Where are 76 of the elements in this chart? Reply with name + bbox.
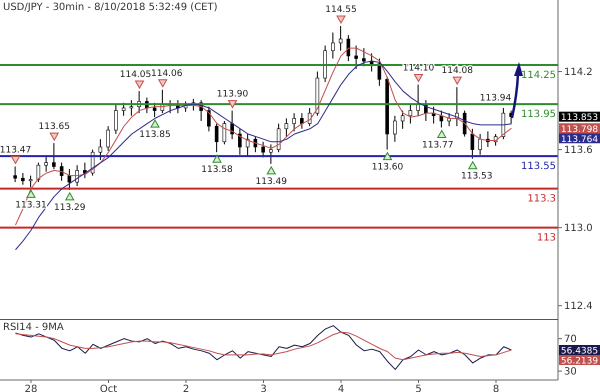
annotation: 113.90 xyxy=(216,90,249,100)
candlestick xyxy=(346,34,350,62)
annotation: 113.58 xyxy=(201,165,234,176)
candlestick xyxy=(98,138,102,160)
text: 113.798 xyxy=(560,124,598,135)
candlestick xyxy=(400,110,404,130)
candlestick xyxy=(44,156,48,172)
ref-line-label: 114.25 xyxy=(521,70,556,82)
chart-title: USD/JPY - 30min - 8/10/2018 5:32:49 (CET) xyxy=(3,2,218,13)
annotation: 114.05 xyxy=(120,70,152,80)
candlestick xyxy=(338,26,342,52)
candlestick xyxy=(393,115,397,142)
candlestick xyxy=(36,162,40,183)
text: 56.2139 xyxy=(560,356,598,366)
annotation: 114.10 xyxy=(402,64,435,74)
y-tick-label: 70 xyxy=(564,334,577,346)
chart-title: RSI14 - 9MA xyxy=(3,322,64,333)
annotation: 113.65 xyxy=(38,122,70,132)
candlestick xyxy=(331,32,335,60)
x-tick-label: 2 xyxy=(182,384,190,392)
ref-line-label: 113.3 xyxy=(527,194,556,205)
annotation: 113.94 xyxy=(480,93,512,104)
x-tick-label: 3 xyxy=(260,384,267,392)
candlestick xyxy=(13,166,17,183)
x-tick-label: Oct xyxy=(100,384,118,392)
x-tick-label: 8 xyxy=(492,384,500,392)
candlestick xyxy=(28,175,32,188)
annotation: 113.53 xyxy=(461,172,492,182)
candlestick xyxy=(122,102,126,116)
x-tick-label: 4 xyxy=(338,384,344,392)
candlestick xyxy=(362,48,366,67)
y-tick-label: 30 xyxy=(564,366,577,378)
candlestick xyxy=(300,112,304,130)
candlestick xyxy=(152,102,156,118)
y-tick-label: 114.2 xyxy=(564,67,593,78)
candlestick xyxy=(261,141,265,158)
candlestick xyxy=(470,128,474,160)
annotation: 113.47 xyxy=(0,146,32,156)
y-tick-label: 113.6 xyxy=(564,145,593,156)
ref-line-label: 113 xyxy=(536,232,556,244)
text: 56.4385 xyxy=(560,346,598,356)
candlestick xyxy=(21,172,25,186)
annotation: 113.77 xyxy=(422,140,454,150)
x-tick-label: 5 xyxy=(415,384,422,392)
y-tick-label: 112.4 xyxy=(564,301,593,312)
candlestick xyxy=(52,142,56,170)
candlestick xyxy=(408,104,412,124)
line-series xyxy=(15,332,512,360)
candlestick xyxy=(222,120,226,145)
annotation: 114.55 xyxy=(325,5,357,16)
candlestick xyxy=(60,162,64,182)
candlestick xyxy=(478,133,482,156)
ref-line-label: 113.55 xyxy=(521,161,556,172)
candlestick xyxy=(68,168,72,190)
annotation: 114.08 xyxy=(442,66,474,76)
candlestick xyxy=(354,45,358,70)
candlestick xyxy=(440,110,444,128)
candlestick xyxy=(284,118,288,138)
candlestick xyxy=(292,112,296,132)
x-tick-label: 28 xyxy=(24,384,38,392)
candlestick xyxy=(207,106,211,132)
ref-line-label: 113.95 xyxy=(521,109,556,120)
annotation: 113.60 xyxy=(372,162,404,173)
text: 113.853 xyxy=(560,113,598,124)
annotation: 113.85 xyxy=(139,130,171,140)
candlestick xyxy=(214,123,218,153)
y-tick-label: 113.0 xyxy=(564,223,593,234)
candlestick xyxy=(269,144,273,164)
annotation: 113.29 xyxy=(54,202,86,213)
candlestick xyxy=(238,128,242,156)
annotation: 114.06 xyxy=(151,68,183,79)
candlestick xyxy=(106,126,110,152)
text: 113.764 xyxy=(560,134,598,145)
annotation: 113.49 xyxy=(256,176,288,187)
candlestick xyxy=(130,100,134,116)
candlestick xyxy=(114,104,118,134)
